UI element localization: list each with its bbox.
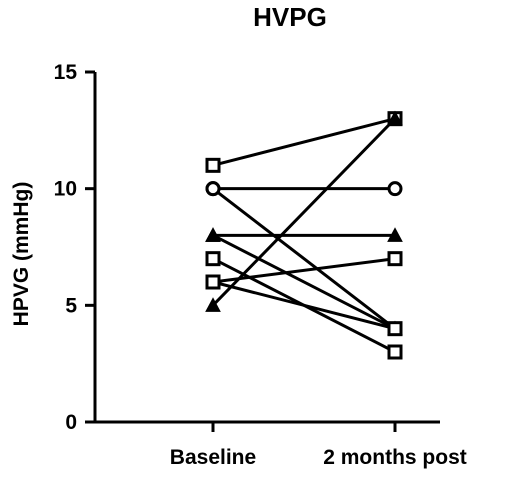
series-line-2 — [212, 187, 396, 330]
y-tick-label: 15 — [54, 61, 78, 84]
circle-marker — [387, 181, 403, 197]
x-tick-label: 2 months post — [323, 446, 467, 469]
triangle-marker — [205, 227, 221, 242]
square-marker — [205, 274, 221, 290]
square-marker — [387, 344, 403, 360]
markers — [205, 110, 403, 360]
series-line-4 — [212, 233, 396, 331]
square-marker — [387, 321, 403, 337]
y-tick-label: 0 — [65, 411, 77, 434]
y-axis-label: HPVG (mmHg) — [10, 182, 33, 327]
ticks: 0 5 10 15 Baseline 2 months post — [54, 61, 467, 469]
y-tick-label: 10 — [54, 178, 77, 201]
triangle-marker — [387, 227, 403, 242]
triangle-marker — [387, 110, 403, 126]
series-line-6 — [212, 257, 396, 284]
x-tick-label: Baseline — [170, 446, 256, 469]
chart-title: HVPG — [253, 2, 327, 32]
circle-marker — [205, 181, 221, 197]
triangle-marker — [205, 297, 221, 312]
series-line-7 — [212, 280, 396, 331]
series-lines — [211, 117, 397, 354]
series-line-0 — [212, 117, 396, 167]
series-line-8 — [211, 117, 397, 307]
square-marker — [205, 157, 221, 173]
y-tick-label: 5 — [65, 294, 77, 317]
axes — [93, 72, 440, 424]
square-marker — [205, 251, 221, 267]
square-marker — [387, 251, 403, 267]
